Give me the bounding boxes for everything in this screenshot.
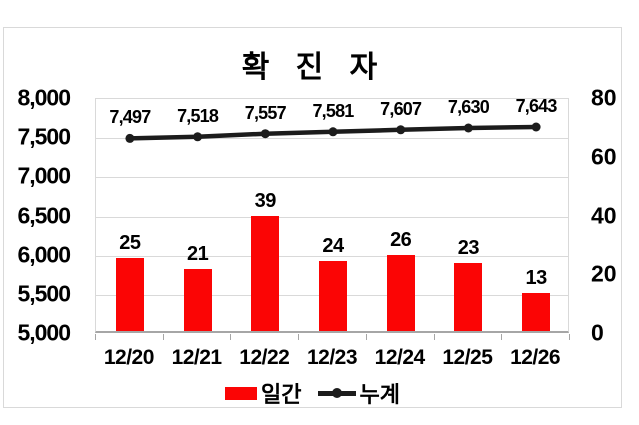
line-marker [260, 129, 270, 139]
x-axis-tick-label: 12/22 [239, 346, 290, 369]
line-value-label: 7,581 [312, 100, 354, 121]
left-axis-tick-label: 7,500 [17, 123, 71, 150]
line-value-label: 7,643 [515, 96, 558, 116]
line-marker [463, 123, 473, 133]
bar-value-label: 21 [186, 243, 209, 266]
x-axis-tick-mark [501, 334, 503, 340]
right-axis-tick-label: 20 [591, 260, 617, 287]
legend-label-cumulative: 누계 [359, 382, 400, 407]
gridline [96, 138, 568, 140]
bar-value-label: 13 [525, 266, 547, 289]
line-marker [531, 122, 541, 132]
plot-area: 25 21 39 24 26 23 13 7,497 7,518 7,557 7,581 7,607 7… [95, 96, 569, 333]
bar-12-23 [319, 260, 347, 331]
line-value-label: 7,497 [109, 107, 151, 128]
right-axis-tick-label: 40 [591, 202, 617, 228]
left-axis-tick-label: 7,000 [17, 162, 71, 189]
cumulative-line-series [125, 122, 541, 143]
bar-12-20 [115, 257, 144, 331]
bar-value-label: 26 [390, 228, 412, 251]
x-axis-tick-mark [365, 334, 367, 340]
left-axis-tick-label: 5,500 [17, 280, 71, 307]
line-marker-dot-icon [331, 388, 342, 398]
x-axis-tick-label: 12/20 [103, 346, 155, 369]
line-value-label: 7,630 [447, 97, 490, 117]
x-axis-tick-mark [433, 334, 435, 340]
bar-12-26 [522, 292, 551, 331]
bar-12-25 [454, 263, 483, 331]
legend: 일간 누계 [4, 377, 621, 409]
bar-12-24 [386, 254, 415, 331]
x-axis-tick-label: 12/23 [306, 346, 358, 369]
line-value-label: 7,607 [380, 98, 422, 119]
x-axis-tick-label: 12/25 [442, 346, 493, 369]
x-axis-tick-mark [95, 334, 96, 340]
bar-value-label: 23 [457, 237, 480, 260]
x-axis-tick-label: 12/26 [510, 346, 561, 369]
legend-item-cumulative: 누계 [317, 377, 400, 409]
bar-value-label: 24 [322, 234, 344, 257]
line-marker [125, 133, 135, 143]
right-axis-tick-label: 80 [591, 84, 617, 111]
left-axis-tick-label: 5,000 [17, 319, 71, 346]
line-marker [396, 125, 406, 135]
line-value-label: 7,518 [177, 105, 219, 126]
line-value-label: 7,557 [244, 102, 287, 123]
x-axis-tick-mark [569, 334, 570, 340]
x-axis-tick-label: 12/24 [374, 346, 426, 369]
x-axis-tick-mark [230, 334, 232, 340]
right-axis-tick-label: 60 [591, 143, 617, 170]
cumulative-line-swatch [317, 388, 356, 398]
bar-value-label: 39 [254, 190, 277, 213]
gridline [96, 177, 568, 179]
line-marker [193, 132, 203, 142]
legend-item-daily: 일간 [225, 377, 302, 409]
bar-12-21 [183, 269, 212, 331]
chart-title: 확 진 자 [241, 51, 384, 84]
bar-12-22 [251, 216, 280, 331]
legend-label-daily: 일간 [261, 382, 302, 407]
left-axis-tick-label: 6,000 [17, 241, 71, 268]
left-axis-tick-label: 6,500 [17, 202, 71, 228]
chart: 확 진 자 25 21 39 24 26 23 13 7,497 7,518 7,557 7,581… [3, 27, 622, 408]
gridline [96, 216, 568, 218]
daily-bar-swatch [225, 386, 258, 400]
left-axis-tick-label: 8,000 [17, 84, 71, 111]
x-axis-tick-label: 12/21 [171, 346, 223, 369]
gridline [96, 255, 568, 257]
line-marker [328, 127, 338, 137]
x-axis-tick-mark [162, 334, 164, 340]
x-axis-tick-mark [298, 334, 300, 340]
right-axis-tick-label: 0 [591, 319, 604, 346]
bar-value-label: 25 [119, 231, 141, 254]
